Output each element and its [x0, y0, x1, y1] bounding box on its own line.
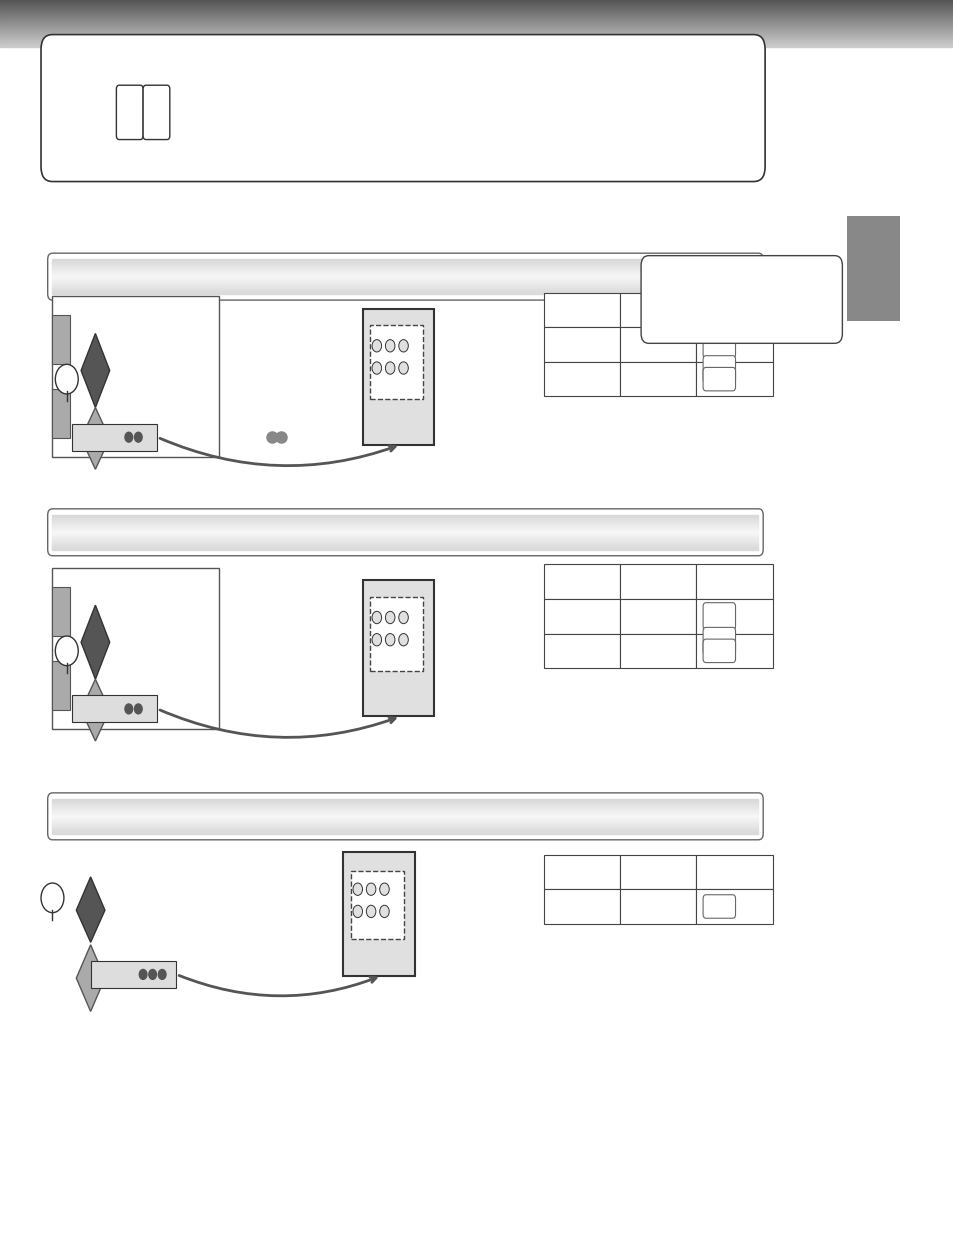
Circle shape: [149, 969, 156, 979]
Bar: [696, 362, 772, 396]
Bar: [619, 327, 696, 362]
Bar: [696, 599, 772, 634]
Circle shape: [41, 883, 64, 913]
Bar: [52, 661, 70, 710]
FancyBboxPatch shape: [702, 894, 735, 919]
Circle shape: [125, 704, 132, 714]
Circle shape: [385, 340, 395, 352]
Circle shape: [372, 611, 381, 624]
Circle shape: [134, 432, 142, 442]
Bar: [619, 855, 696, 889]
Bar: [619, 362, 696, 396]
FancyBboxPatch shape: [702, 368, 735, 391]
Polygon shape: [81, 408, 110, 469]
Bar: [543, 327, 619, 362]
Bar: [71, 424, 157, 451]
Bar: [696, 327, 772, 362]
Bar: [696, 889, 772, 924]
Bar: [619, 564, 696, 599]
Bar: [619, 599, 696, 634]
Circle shape: [55, 364, 78, 394]
Circle shape: [372, 362, 381, 374]
Bar: [52, 315, 70, 364]
Bar: [543, 599, 619, 634]
FancyBboxPatch shape: [702, 640, 735, 662]
Bar: [543, 362, 619, 396]
Bar: [362, 309, 434, 445]
Circle shape: [385, 611, 395, 624]
Bar: [351, 871, 403, 939]
FancyBboxPatch shape: [640, 256, 841, 343]
FancyBboxPatch shape: [116, 85, 143, 140]
Bar: [52, 587, 70, 636]
Circle shape: [158, 969, 166, 979]
Bar: [370, 325, 422, 399]
FancyBboxPatch shape: [702, 627, 735, 655]
Circle shape: [372, 340, 381, 352]
Circle shape: [379, 883, 389, 895]
Circle shape: [139, 969, 147, 979]
Circle shape: [385, 362, 395, 374]
FancyBboxPatch shape: [702, 603, 735, 630]
FancyBboxPatch shape: [702, 356, 735, 383]
Bar: [543, 634, 619, 668]
Polygon shape: [81, 679, 110, 741]
Circle shape: [385, 634, 395, 646]
Bar: [696, 293, 772, 327]
Bar: [846, 216, 899, 321]
Bar: [71, 695, 157, 722]
Circle shape: [366, 883, 375, 895]
Circle shape: [353, 905, 362, 918]
Circle shape: [372, 634, 381, 646]
Polygon shape: [76, 945, 105, 1011]
Circle shape: [125, 432, 132, 442]
Polygon shape: [76, 877, 105, 942]
Bar: [619, 889, 696, 924]
FancyBboxPatch shape: [143, 85, 170, 140]
Circle shape: [398, 340, 408, 352]
Bar: [696, 634, 772, 668]
Bar: [91, 961, 176, 988]
Circle shape: [366, 905, 375, 918]
Circle shape: [398, 634, 408, 646]
Circle shape: [134, 704, 142, 714]
Bar: [362, 580, 434, 716]
Circle shape: [55, 636, 78, 666]
FancyBboxPatch shape: [41, 35, 764, 182]
Bar: [696, 855, 772, 889]
Circle shape: [398, 362, 408, 374]
Circle shape: [353, 883, 362, 895]
Circle shape: [379, 905, 389, 918]
Bar: [343, 852, 415, 976]
Bar: [619, 634, 696, 668]
FancyBboxPatch shape: [702, 331, 735, 358]
Bar: [52, 568, 219, 729]
Bar: [543, 889, 619, 924]
Bar: [619, 293, 696, 327]
Bar: [52, 296, 219, 457]
Bar: [370, 597, 422, 671]
Bar: [543, 855, 619, 889]
Bar: [543, 293, 619, 327]
Bar: [52, 389, 70, 438]
Polygon shape: [81, 605, 110, 679]
Circle shape: [398, 611, 408, 624]
Polygon shape: [81, 333, 110, 408]
Bar: [543, 564, 619, 599]
Bar: [696, 564, 772, 599]
